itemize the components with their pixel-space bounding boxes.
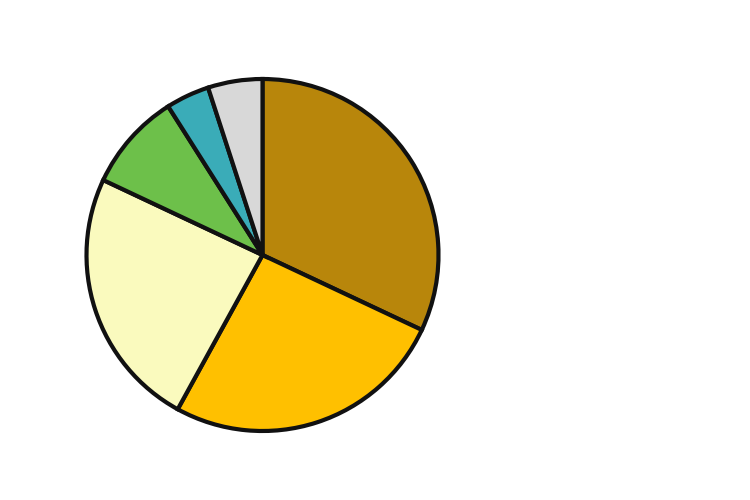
Wedge shape: [178, 255, 422, 431]
Wedge shape: [168, 88, 262, 255]
Wedge shape: [208, 79, 262, 255]
Wedge shape: [262, 79, 439, 330]
Wedge shape: [104, 106, 262, 255]
Wedge shape: [86, 180, 262, 409]
